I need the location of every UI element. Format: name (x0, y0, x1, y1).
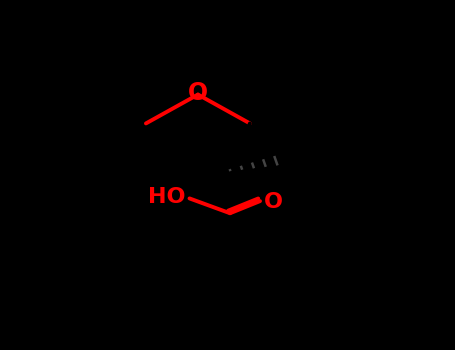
Text: HO: HO (148, 187, 185, 207)
Text: O: O (264, 193, 283, 212)
Text: H: H (285, 151, 300, 169)
Text: O: O (188, 82, 208, 105)
